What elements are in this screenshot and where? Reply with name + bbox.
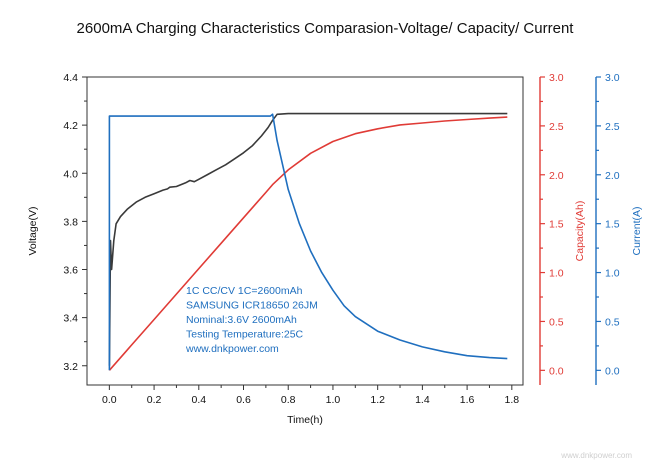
annotation-block: 1C CC/CV 1C=2600mAh SAMSUNG ICR18650 26JM… — [185, 285, 318, 355]
capacity-tick-label: 3.0 — [549, 72, 564, 84]
voltage-tick-label: 3.4 — [63, 313, 78, 325]
current-tick-label: 2.5 — [605, 121, 620, 133]
capacity-axis-label: Capacity(Ah) — [574, 201, 586, 262]
current-series-line — [108, 113, 508, 371]
voltage-tick-label: 4.2 — [63, 120, 78, 132]
x-tick-label: 0.4 — [191, 394, 206, 406]
plot-border — [86, 76, 524, 386]
voltage-tick-label: 3.6 — [63, 265, 78, 277]
x-tick-label: 0.2 — [147, 394, 162, 406]
plot-frame — [86, 76, 524, 386]
capacity-tick-label: 0.0 — [549, 365, 564, 377]
capacity-tick-label: 1.5 — [549, 219, 564, 231]
current-tick-label: 2.0 — [605, 170, 620, 182]
current-tick-label: 0.0 — [605, 365, 620, 377]
voltage-tick-label: 4.4 — [63, 72, 78, 84]
current-tick-label: 0.5 — [605, 316, 620, 328]
current-axis-label: Current(A) — [631, 206, 643, 255]
capacity-tick-label: 1.0 — [549, 268, 564, 280]
chart-title: 2600mA Charging Characteristics Comparas… — [76, 20, 574, 37]
x-tick-label: 1.0 — [326, 394, 341, 406]
voltage-tick-label: 3.2 — [63, 361, 78, 373]
current-axis: 0.0 0.5 1.0 1.5 2.0 2.5 3.0 Current(A) — [595, 72, 643, 385]
capacity-tick-label: 2.5 — [549, 121, 564, 133]
capacity-tick-label: 0.5 — [549, 316, 564, 328]
series-lines — [108, 112, 508, 371]
voltage-axis-label: Voltage(V) — [27, 206, 39, 255]
capacity-tick-label: 2.0 — [549, 170, 564, 182]
current-tick-label: 1.5 — [605, 219, 620, 231]
x-axis-label: Time(h) — [287, 414, 323, 426]
capacity-axis: 0.0 0.5 1.0 1.5 2.0 2.5 3.0 Capacity(Ah) — [539, 72, 586, 385]
capacity-series-line — [108, 116, 508, 371]
annotation-line: www.dnkpower.com — [185, 343, 279, 355]
x-tick-label: 1.8 — [505, 394, 520, 406]
x-tick-label: 1.6 — [460, 394, 475, 406]
x-tick-label: 0.6 — [236, 394, 251, 406]
annotation-line: Testing Temperature:25C — [186, 329, 304, 341]
current-tick-label: 3.0 — [605, 72, 620, 84]
watermark: www.dnkpower.com — [561, 451, 632, 460]
x-tick-label: 1.4 — [415, 394, 430, 406]
current-tick-label: 1.0 — [605, 268, 620, 280]
x-axis: 0.0 0.2 0.4 0.6 0.8 1.0 1.2 1.4 1.6 1.8 Time(h) — [102, 385, 519, 426]
voltage-tick-label: 4.0 — [63, 168, 78, 180]
annotation-line: Nominal:3.6V 2600mAh — [186, 314, 297, 326]
x-tick-label: 1.2 — [370, 394, 385, 406]
voltage-axis: 3.2 3.4 3.6 3.8 4.0 4.2 4.4 Voltage(V) — [27, 72, 87, 373]
x-tick-label: 0.8 — [281, 394, 296, 406]
voltage-tick-label: 3.8 — [63, 216, 78, 228]
x-tick-label: 0.0 — [102, 394, 117, 406]
annotation-line: SAMSUNG ICR18650 26JM — [186, 300, 318, 312]
voltage-series-line — [108, 112, 508, 366]
annotation-line: 1C CC/CV 1C=2600mAh — [186, 285, 303, 297]
